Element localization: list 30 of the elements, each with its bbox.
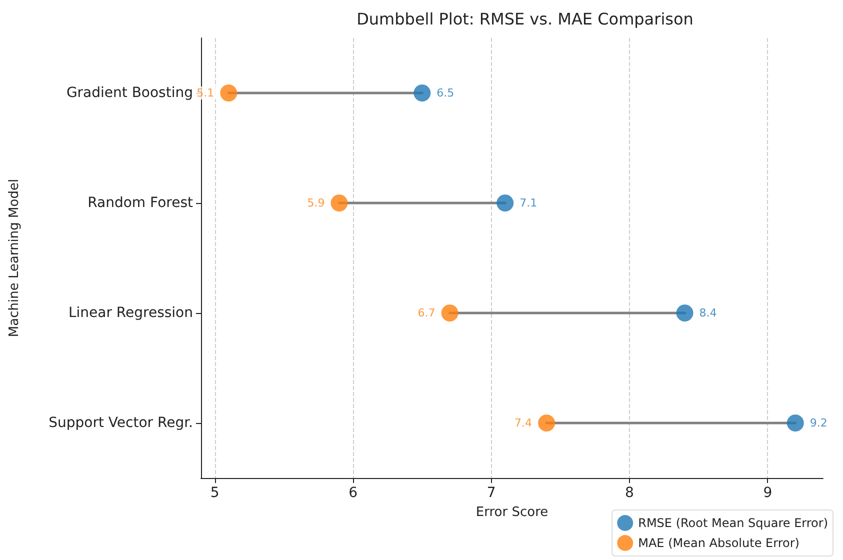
y-tick-label: Linear Regression xyxy=(68,305,193,321)
data-label: 5.1 xyxy=(196,86,214,100)
point xyxy=(496,194,514,212)
point xyxy=(538,414,556,432)
data-label: 7.1 xyxy=(520,196,538,210)
data-label: 8.4 xyxy=(699,306,717,320)
y-axis-title: Machine Learning Model xyxy=(7,178,22,338)
x-tick-label: 6 xyxy=(348,485,358,501)
data-label: 7.4 xyxy=(514,416,532,430)
data-label: 5.9 xyxy=(307,196,325,210)
x-tick-label: 7 xyxy=(486,485,496,501)
y-tick-label: Random Forest xyxy=(88,195,194,211)
x-tick-label: 5 xyxy=(210,485,220,501)
data-label: 9.2 xyxy=(810,416,828,430)
point xyxy=(330,194,348,212)
point xyxy=(441,304,458,322)
point xyxy=(676,304,694,322)
x-tick-label: 9 xyxy=(763,485,772,501)
y-tick-label: Gradient Boosting xyxy=(66,85,193,101)
point xyxy=(414,84,431,102)
point xyxy=(786,414,804,432)
x-tick-label: 8 xyxy=(625,485,634,501)
legend-label: RMSE (Root Mean Square Error) xyxy=(638,516,828,530)
x-axis-title: Error Score xyxy=(476,505,548,520)
legend-label: MAE (Mean Absolute Error) xyxy=(638,536,800,550)
data-label: 6.5 xyxy=(436,86,454,100)
chart-title: Dumbbell Plot: RMSE vs. MAE Comparison xyxy=(356,10,694,28)
data-label: 6.7 xyxy=(418,306,436,320)
point xyxy=(220,84,238,102)
y-tick-label: Support Vector Regr. xyxy=(48,415,193,431)
